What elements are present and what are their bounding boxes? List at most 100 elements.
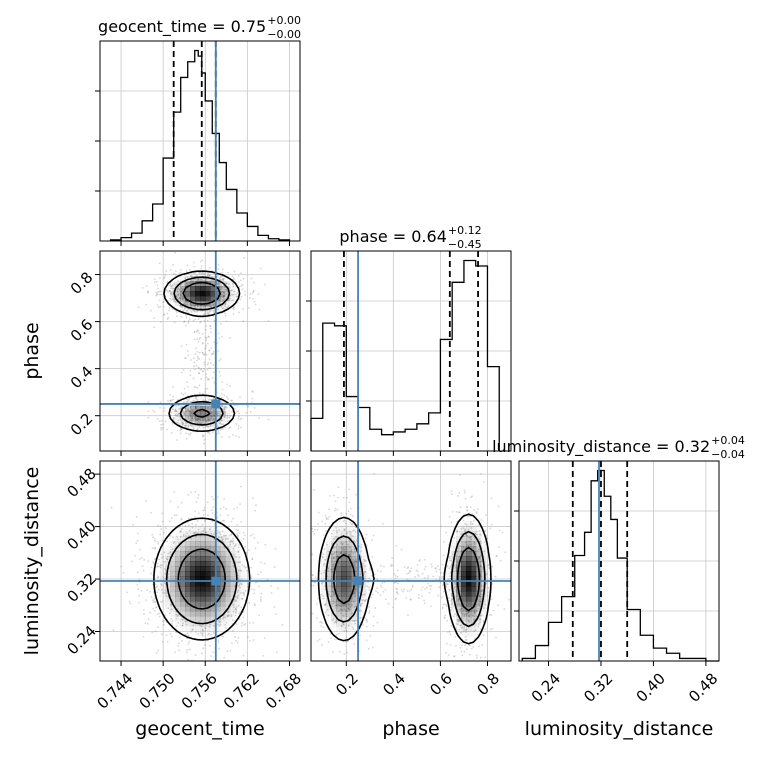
scatter-point <box>177 413 180 416</box>
scatter-point <box>459 620 462 623</box>
scatter-point <box>311 530 314 533</box>
scatter-point <box>317 597 320 600</box>
density-cell <box>205 601 211 607</box>
scatter-point <box>175 439 178 441</box>
scatter-point <box>225 289 228 292</box>
scatter-point <box>461 616 463 619</box>
scatter-point <box>354 570 357 573</box>
title-main: luminosity_distance = 0.32 <box>492 437 710 457</box>
density-cell <box>180 556 186 562</box>
scatter-point <box>403 566 406 568</box>
scatter-point <box>183 307 186 310</box>
scatter-point <box>472 547 475 549</box>
scatter-point <box>483 541 486 544</box>
scatter-point <box>206 416 209 419</box>
density-cell <box>240 556 245 561</box>
scatter-point <box>187 426 189 429</box>
density-cell <box>170 616 175 621</box>
scatter-point <box>209 367 212 370</box>
scatter-point <box>445 582 448 584</box>
density-cell <box>190 561 196 567</box>
scatter-point <box>466 506 468 509</box>
scatter-point <box>331 590 334 593</box>
scatter-point <box>206 275 209 277</box>
scatter-point <box>186 310 188 313</box>
scatter-point <box>222 294 225 297</box>
scatter-point <box>479 589 482 592</box>
density-cell <box>210 291 216 297</box>
scatter-point <box>204 390 207 393</box>
scatter-point <box>240 662 242 664</box>
scatter-point <box>203 506 206 509</box>
scatter-point <box>223 656 226 659</box>
scatter-point <box>203 361 206 364</box>
scatter-point <box>367 647 370 650</box>
scatter-point <box>364 537 367 540</box>
scatter-point <box>221 271 224 274</box>
density-cell <box>341 581 347 587</box>
density-cell <box>215 611 221 617</box>
density-cell <box>200 421 206 427</box>
density-cell <box>341 546 347 552</box>
density-cell <box>346 541 352 547</box>
scatter-point <box>438 577 441 580</box>
scatter-point <box>446 565 449 568</box>
scatter-point <box>138 594 140 597</box>
scatter-point <box>179 297 181 300</box>
scatter-point <box>322 595 325 597</box>
scatter-point <box>471 622 474 624</box>
scatter-point <box>208 305 211 308</box>
scatter-point <box>251 391 254 393</box>
scatter-point <box>270 592 273 595</box>
scatter-point <box>142 569 145 572</box>
scatter-point <box>442 603 445 606</box>
scatter-point <box>461 644 464 647</box>
scatter-point <box>219 533 222 536</box>
scatter-point <box>325 516 328 519</box>
scatter-point <box>313 489 316 491</box>
density-cell <box>180 576 186 582</box>
scatter-point <box>213 419 216 421</box>
density-cell <box>210 596 216 602</box>
scatter-point <box>191 409 194 412</box>
scatter-point <box>164 273 167 276</box>
scatter-point <box>226 291 229 294</box>
scatter-point <box>320 620 322 623</box>
scatter-point <box>467 515 469 518</box>
scatter-point <box>135 542 138 545</box>
density-cell <box>195 611 201 617</box>
scatter-point <box>468 615 471 618</box>
density-cell <box>215 561 221 567</box>
scatter-point <box>344 551 346 554</box>
scatter-point <box>187 416 190 419</box>
scatter-point <box>352 552 355 554</box>
density-cell <box>215 551 221 557</box>
scatter-points <box>110 485 284 664</box>
scatter-point <box>345 613 347 616</box>
scatter-point <box>175 535 178 538</box>
density-cell <box>230 571 236 577</box>
scatter-point <box>177 298 180 300</box>
scatter-point <box>364 565 366 567</box>
scatter-point <box>220 396 223 399</box>
scatter-point <box>207 274 209 276</box>
scatter-point <box>195 364 198 367</box>
scatter-point <box>441 607 444 610</box>
scatter-point <box>351 613 353 615</box>
scatter-point <box>324 559 326 561</box>
scatter-point <box>449 572 452 575</box>
density-cell <box>195 571 201 577</box>
scatter-point <box>153 609 156 612</box>
density-cell <box>160 561 165 566</box>
scatter-point <box>211 431 214 434</box>
scatter-point <box>365 559 367 562</box>
density-cell <box>195 421 201 427</box>
scatter-point <box>354 493 357 496</box>
scatter-point <box>235 528 238 531</box>
scatter-point <box>219 514 222 516</box>
scatter-point <box>225 282 228 285</box>
density-cell <box>235 601 241 607</box>
scatter-point <box>347 624 350 627</box>
scatter-point <box>189 369 192 372</box>
